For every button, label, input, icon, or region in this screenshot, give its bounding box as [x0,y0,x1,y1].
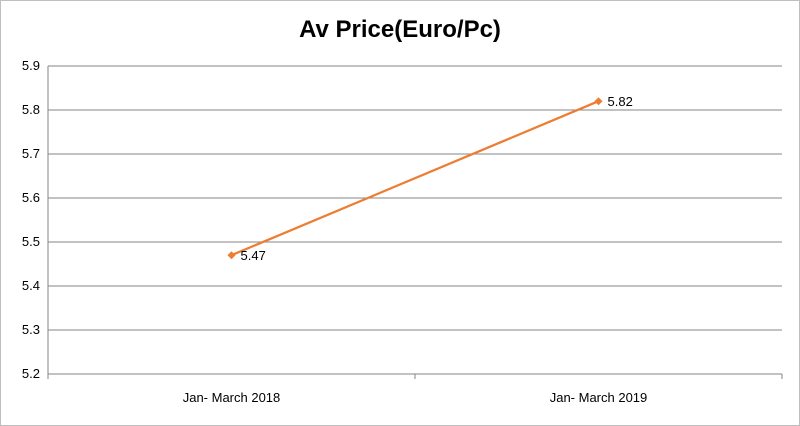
y-tick-label: 5.4 [22,278,40,293]
y-axis-tick-labels: 5.9 5.8 5.7 5.6 5.5 5.4 5.3 5.2 [22,58,40,381]
y-tick-label: 5.8 [22,102,40,117]
x-tick-label: Jan- March 2018 [183,390,281,405]
y-tick-label: 5.3 [22,322,40,337]
gridlines [48,65,782,375]
series-layer: 5.47 5.82 [227,94,633,263]
axes [47,66,783,379]
data-point-marker [594,97,603,106]
x-tick-label: Jan- March 2019 [550,390,648,405]
y-tick-label: 5.6 [22,190,40,205]
y-tick-label: 5.2 [22,366,40,381]
data-label: 5.82 [608,94,633,109]
x-axis-tick-labels: Jan- March 2018 Jan- March 2019 [183,390,648,405]
data-point-marker [227,251,236,260]
y-tick-label: 5.7 [22,146,40,161]
y-tick-label: 5.5 [22,234,40,249]
y-tick-label: 5.9 [22,58,40,73]
chart-title: Av Price(Euro/Pc) [299,16,501,43]
series-line [231,100,599,257]
data-label: 5.47 [241,248,266,263]
